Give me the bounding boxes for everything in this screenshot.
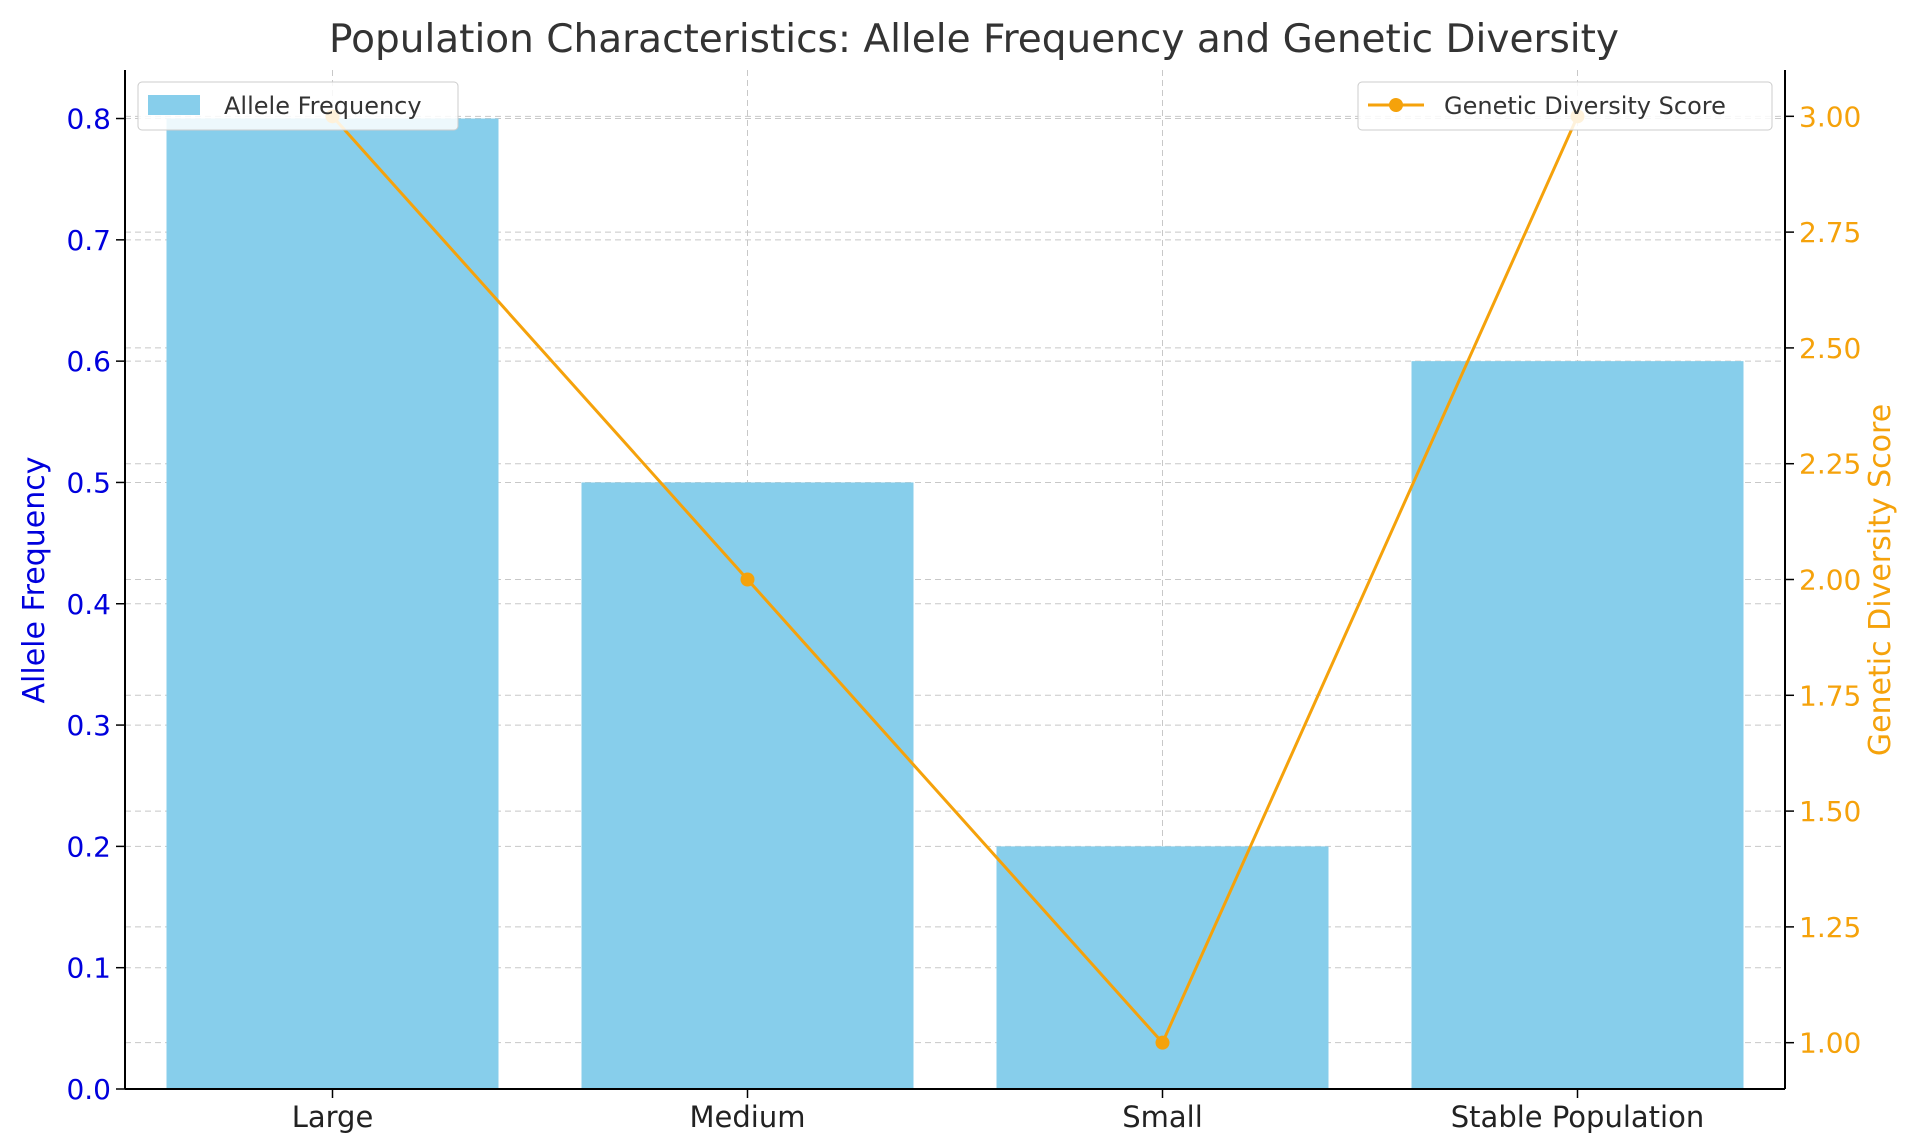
x-ticks: Large Medium Small Stable Population [292,1089,1704,1134]
y-tick-label-left: 0.4 [66,588,111,621]
diversity-point [1155,1035,1170,1050]
y-axis-label-left: Allele Frequency [17,457,52,704]
y-tick-label-left: 0.1 [66,952,111,985]
y-tick-label-right: 1.25 [1799,911,1861,944]
chart-title: Population Characteristics: Allele Frequ… [329,17,1619,62]
legend-left: Allele Frequency [137,81,459,131]
y-tick-label-left: 0.6 [66,345,111,378]
x-tick-label: Stable Population [1451,1100,1704,1134]
y-tick-label-right: 2.50 [1799,332,1861,365]
y-tick-label-left: 0.8 [66,103,111,136]
y-tick-label-right: 2.00 [1799,564,1861,597]
x-tick-label: Small [1122,1100,1203,1134]
legend-bar-swatch [148,95,200,115]
x-tick-label: Medium [690,1100,806,1134]
y-axis-label-right: Genetic Diversity Score [1863,404,1898,756]
y-tick-label-left: 0.3 [66,709,111,742]
legend-line-marker [1389,98,1403,112]
y-tick-label-right: 2.25 [1799,448,1861,481]
y-tick-label-right: 1.50 [1799,795,1861,828]
legend-bar-label: Allele Frequency [224,92,422,120]
bar [1411,361,1744,1090]
y-tick-label-right: 2.75 [1799,216,1861,249]
bar [996,846,1329,1089]
legend-right: Genetic Diversity Score [1357,81,1773,131]
y-tick-label-left: 0.2 [66,830,111,863]
bars [166,118,1744,1090]
y-tick-label-right: 1.75 [1799,679,1861,712]
y-tick-label-left: 0.0 [66,1073,111,1106]
legend-line-label: Genetic Diversity Score [1444,92,1726,120]
x-tick-label: Large [292,1100,374,1134]
diversity-point [740,572,755,587]
y-tick-label-right: 1.00 [1799,1027,1861,1060]
y-tick-label-left: 0.5 [66,466,111,499]
y-tick-label-right: 3.00 [1799,100,1861,133]
y-tick-label-left: 0.7 [66,224,111,257]
left-ticks: 0.0 0.1 0.2 0.3 0.4 0.5 0.6 0.7 0.8 [66,103,125,1106]
bar [166,118,499,1090]
right-ticks: 1.00 1.25 1.50 1.75 2.00 2.25 2.50 2.75 3.00 [1785,100,1861,1060]
diversity-line-path [331,115,1579,1046]
